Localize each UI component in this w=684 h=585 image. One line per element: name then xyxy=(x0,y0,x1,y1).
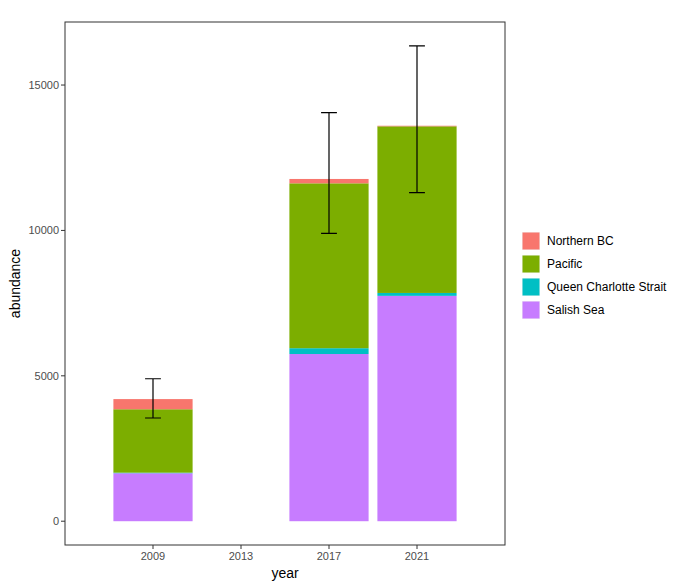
y-tick-label: 15000 xyxy=(28,79,59,91)
x-tick-label: 2017 xyxy=(317,550,341,562)
error-bar xyxy=(321,113,337,234)
y-tick xyxy=(61,521,65,522)
background xyxy=(0,0,684,585)
legend-label: Queen Charlotte Strait xyxy=(547,280,667,294)
legend-key-bg xyxy=(522,278,540,296)
legend-key xyxy=(523,233,540,250)
legend-label: Salish Sea xyxy=(547,303,605,317)
x-tick xyxy=(417,545,418,549)
error-bar xyxy=(409,46,425,193)
legend-key-bg xyxy=(522,255,540,273)
x-axis-label: year xyxy=(271,565,299,581)
chart: 0 5000 10000 15000 2009 2013 2017 2021 year abund… xyxy=(0,0,684,585)
bar-segment xyxy=(289,354,368,521)
bar-segment xyxy=(113,409,192,472)
y-tick xyxy=(61,230,65,231)
x-tick-label: 2021 xyxy=(405,550,429,562)
x-tick-label: 2013 xyxy=(229,550,253,562)
x-tick-label: 2009 xyxy=(141,550,165,562)
x-tick xyxy=(329,545,330,549)
legend-key-bg xyxy=(522,301,540,319)
y-axis-label: abundance xyxy=(7,249,23,319)
legend-label: Pacific xyxy=(547,257,582,271)
bar-segment xyxy=(377,293,456,296)
legend: Northern BC Pacific Queen Charlotte Strait… xyxy=(522,232,667,319)
y-tick xyxy=(61,85,65,86)
panel-border xyxy=(65,22,505,545)
y-tick-label: 10000 xyxy=(28,224,59,236)
legend-label: Northern BC xyxy=(547,234,614,248)
x-tick xyxy=(241,545,242,549)
y-tick-label: 5000 xyxy=(35,370,59,382)
legend-key-bg xyxy=(522,232,540,250)
y-tick xyxy=(61,375,65,376)
y-tick-label: 0 xyxy=(53,515,59,527)
legend-key xyxy=(523,279,540,296)
bar-segment xyxy=(377,296,456,521)
bar-segment xyxy=(113,473,192,521)
bar-segment xyxy=(289,348,368,354)
error-bars xyxy=(145,46,425,418)
legend-key xyxy=(523,302,540,319)
bars xyxy=(113,126,456,521)
error-bar xyxy=(145,379,161,418)
legend-key xyxy=(523,256,540,273)
x-tick xyxy=(153,545,154,549)
